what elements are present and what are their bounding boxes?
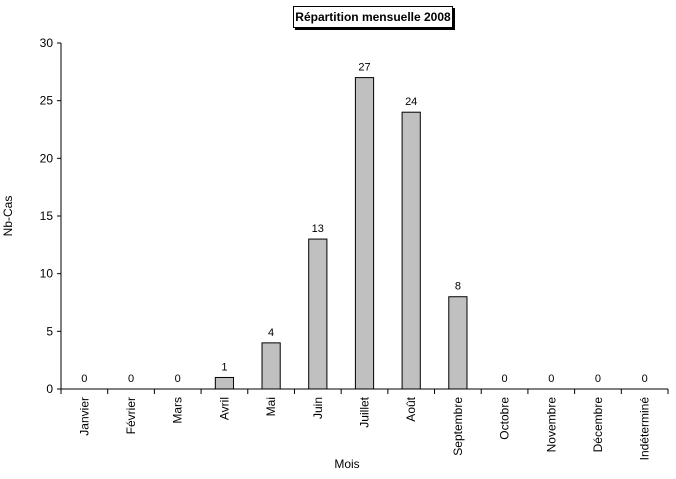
x-tick-label: Avril [217,397,231,420]
bar-value-label: 0 [128,373,134,385]
bar-value-label: 0 [502,373,508,385]
bar [354,77,375,390]
y-tick-label: 20 [40,151,54,165]
x-tick-label: Août [404,396,418,421]
x-tick-label: Février [124,397,138,434]
y-tick-label: 10 [40,267,54,281]
x-tick-label: Mars [171,397,185,424]
bar-value-label: 13 [312,223,324,235]
bar-value-label: 0 [175,373,181,385]
x-axis-label: Mois [334,457,359,471]
bar-value-label: 0 [548,373,554,385]
y-tick-label: 5 [46,324,53,338]
bar [448,296,468,390]
bar-value-label: 8 [455,281,461,293]
bar [401,111,421,390]
data-labels: 0 0 0 1 4 13 27 24 8 0 0 0 0 [81,62,647,385]
x-tick-label: Mai [264,397,278,416]
chart-title: Répartition mensuelle 2008 [293,6,453,28]
x-tick-label: Indéterminé [638,397,652,461]
y-tick-label: 15 [40,209,54,223]
x-tick-label: Novembre [544,397,558,453]
x-tick-label: Juillet [358,396,372,427]
x-tick-label: Juin [311,397,325,419]
x-tick-label: Décembre [591,397,605,453]
x-tick-label: Septembre [451,397,465,456]
x-tick-label: Janvier [77,397,91,436]
x-tick-label: Octobre [498,397,512,440]
bar-value-label: 1 [221,361,227,373]
bars [214,77,468,390]
bar [308,238,328,390]
bar-value-label: 0 [81,373,87,385]
y-tick-label: 0 [46,382,53,396]
y-tick-label: 25 [40,94,54,108]
bar [261,342,281,390]
bar-value-label: 0 [642,373,648,385]
y-ticks: 0 5 10 15 20 25 30 [40,36,61,396]
bar-value-label: 4 [268,327,274,339]
bar-value-label: 27 [358,62,370,74]
y-axis-label: Nb-Cas [1,196,15,237]
bar [214,376,235,390]
x-ticks: Janvier Février Mars Avril Mai Juin Juillet Aoû… [60,389,669,461]
bar-value-label: 0 [595,373,601,385]
y-tick-label: 30 [40,36,54,50]
bar-value-label: 24 [405,96,417,108]
